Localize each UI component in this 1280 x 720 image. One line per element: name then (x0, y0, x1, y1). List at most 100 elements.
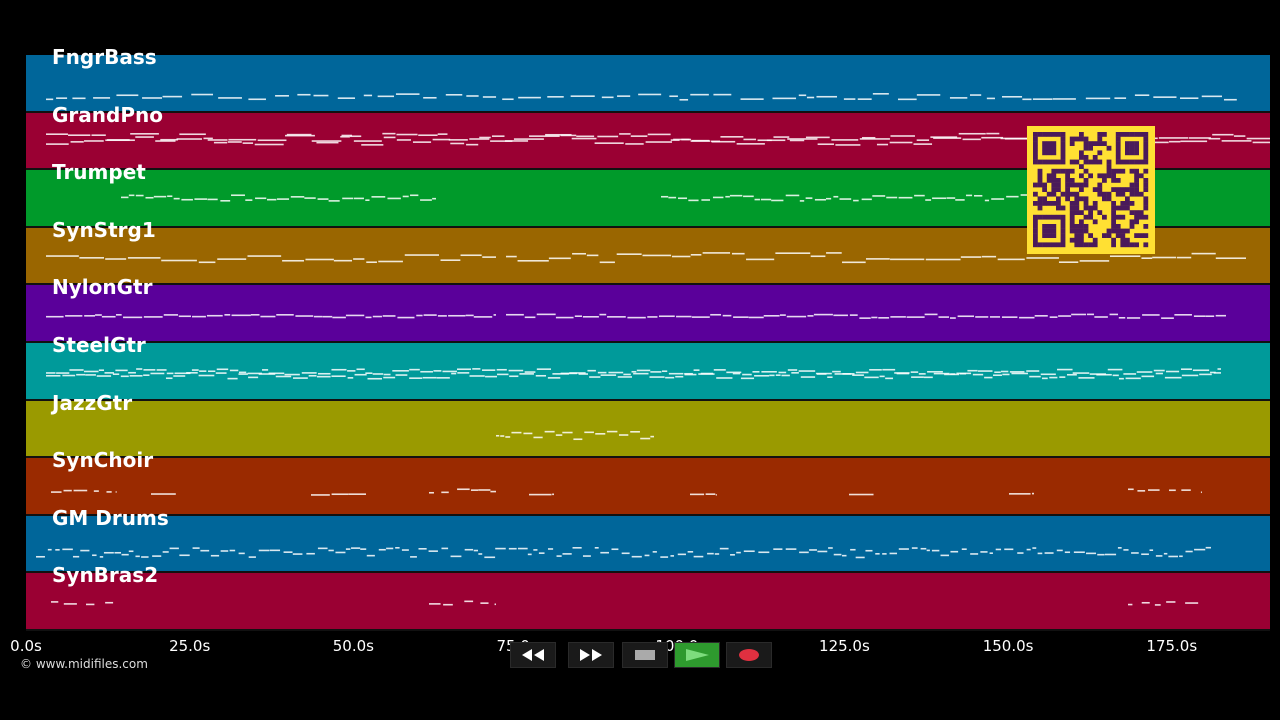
note (135, 136, 154, 138)
note (341, 134, 352, 137)
note (258, 373, 276, 375)
note (285, 134, 315, 137)
note (975, 316, 989, 318)
note (640, 437, 651, 440)
note (247, 255, 282, 257)
note (791, 372, 799, 374)
note (423, 314, 437, 316)
note (1009, 371, 1025, 373)
note (660, 556, 669, 558)
note (262, 369, 269, 371)
note (702, 252, 731, 254)
record-button[interactable] (726, 642, 772, 668)
note (1217, 368, 1221, 370)
note (517, 260, 549, 262)
play-icon (686, 649, 709, 661)
fast-forward-button[interactable] (568, 642, 614, 668)
note (440, 259, 461, 261)
note (305, 258, 334, 261)
note (227, 141, 242, 143)
note (62, 374, 76, 377)
note (712, 196, 724, 199)
note (861, 198, 872, 201)
note (382, 132, 396, 135)
note (1097, 553, 1105, 556)
note (72, 97, 86, 100)
note (574, 315, 582, 318)
note (404, 254, 440, 256)
note (658, 315, 675, 318)
note (960, 256, 982, 258)
note (957, 315, 975, 318)
note (850, 548, 856, 551)
note (1199, 373, 1212, 376)
note (1052, 98, 1076, 100)
note (889, 141, 913, 144)
note (260, 315, 276, 318)
note (688, 199, 699, 202)
note (293, 377, 308, 379)
note (806, 96, 815, 99)
note (1041, 377, 1048, 380)
qr-code-pattern (1033, 132, 1149, 248)
track-lane: SynChoir (26, 448, 1270, 516)
note (882, 553, 887, 555)
note (831, 139, 859, 141)
note (161, 259, 197, 262)
note (231, 314, 251, 317)
note (719, 547, 729, 550)
note (465, 314, 474, 317)
rewind-button[interactable] (510, 642, 556, 668)
note (552, 493, 554, 496)
note (220, 550, 229, 552)
note (1210, 371, 1216, 374)
note (464, 600, 474, 603)
note (676, 315, 692, 318)
note (743, 550, 755, 553)
track-lane: SteelGtr (26, 333, 1270, 401)
note (1123, 373, 1137, 375)
note (479, 136, 491, 139)
note (429, 603, 441, 605)
note (1169, 140, 1181, 143)
fast-forward-icon (580, 649, 602, 661)
note (711, 140, 736, 143)
note (606, 430, 618, 433)
note (166, 372, 174, 375)
note (101, 315, 116, 318)
note (247, 372, 262, 375)
note (372, 315, 382, 318)
note (505, 140, 529, 142)
play-button[interactable] (674, 642, 720, 668)
note (116, 94, 139, 97)
note (949, 97, 968, 99)
note (286, 133, 312, 136)
note (1002, 373, 1010, 376)
note (1073, 551, 1085, 554)
note (1117, 547, 1122, 549)
note (677, 553, 686, 556)
note (361, 144, 384, 146)
stop-button[interactable] (622, 642, 668, 668)
note (331, 375, 346, 378)
note (276, 314, 294, 316)
note (769, 374, 775, 377)
note (1109, 255, 1141, 258)
note (493, 314, 496, 316)
note (46, 98, 54, 101)
note (607, 316, 626, 318)
note (428, 550, 438, 552)
note (213, 141, 228, 144)
note (46, 315, 64, 318)
note (365, 372, 373, 374)
time-tick-label: 125.0s (819, 637, 870, 655)
note (248, 98, 266, 101)
note (106, 491, 112, 493)
note (1049, 376, 1058, 379)
note (833, 314, 848, 317)
note (494, 603, 496, 606)
note (576, 135, 595, 138)
note (46, 255, 79, 257)
note (1131, 552, 1139, 554)
note (255, 197, 267, 200)
